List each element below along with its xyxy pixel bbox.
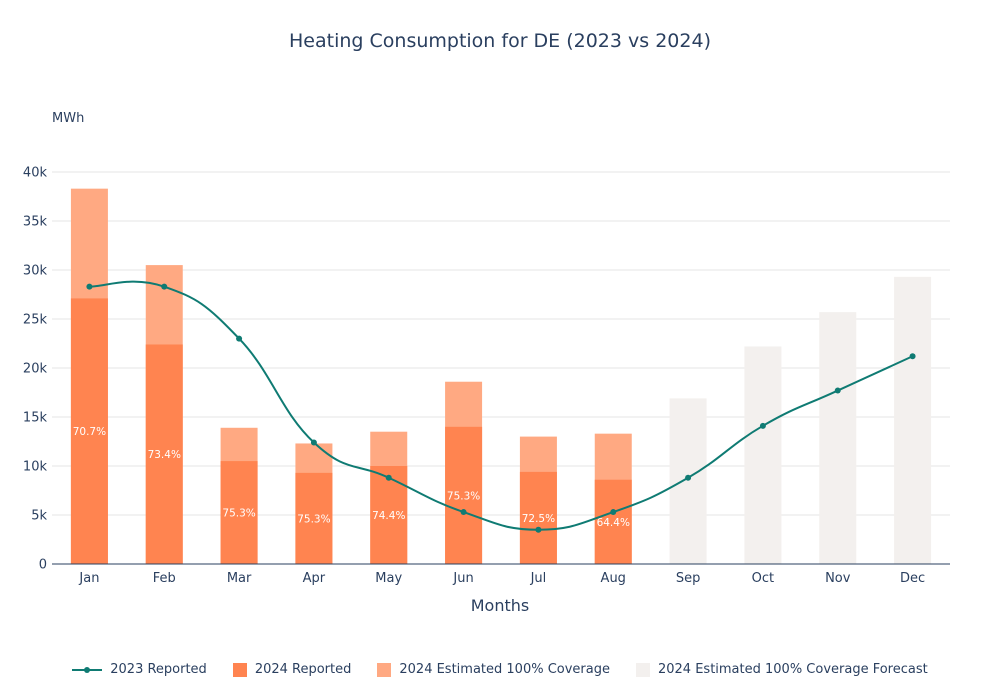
x-axis-title: Months <box>470 596 530 615</box>
bar-reported <box>70 298 108 564</box>
y-tick-label: 30k <box>23 264 48 279</box>
bar-reported <box>445 426 483 564</box>
x-tick-label: Jan <box>78 571 99 586</box>
bar-reported <box>145 344 183 564</box>
bar-reported <box>295 472 333 564</box>
coverage-label: 72.5% <box>522 513 555 525</box>
legend-label: 2024 Reported <box>254 662 352 677</box>
coverage-label: 70.7% <box>73 426 106 438</box>
line-point <box>385 474 392 481</box>
line-point <box>909 353 916 360</box>
bar-reported <box>594 479 632 564</box>
bar-reported <box>370 466 408 564</box>
x-tick-label: Mar <box>227 571 252 586</box>
y-tick-label: 40k <box>23 166 48 181</box>
line-point <box>161 283 168 290</box>
legend-item-2024-forecast[interactable]: 2024 Estimated 100% Coverage Forecast <box>635 662 928 677</box>
legend-label: 2024 Estimated 100% Coverage <box>399 662 610 677</box>
legend-line-swatch <box>72 666 103 673</box>
y-tick-label: 0 <box>39 558 47 573</box>
coverage-label: 75.3% <box>447 490 480 502</box>
y-tick-label: 20k <box>23 362 48 377</box>
legend-item-2023-reported[interactable]: 2023 Reported <box>72 662 207 677</box>
x-tick-label: Feb <box>153 571 176 586</box>
legend-label: 2024 Estimated 100% Coverage Forecast <box>657 662 928 677</box>
y-axis-label: MWh <box>52 111 85 126</box>
line-series <box>86 280 916 533</box>
y-tick-label: 25k <box>23 313 48 328</box>
legend: 2023 Reported 2024 Reported 2024 Estimat… <box>0 662 1000 677</box>
bar-forecast <box>819 312 857 564</box>
coverage-label: 75.3% <box>222 508 255 520</box>
x-tick-label: Aug <box>601 571 626 586</box>
coverage-label: 64.4% <box>597 517 630 529</box>
coverage-label: 75.3% <box>297 513 330 525</box>
x-axis: Jan Feb Mar Apr May Jun Jul Aug Sep Oct Nov Dec <box>52 563 950 586</box>
x-tick-label: Apr <box>303 571 326 586</box>
bar-reported <box>220 461 258 564</box>
line-point <box>759 422 766 429</box>
bar-labels: 70.7% 73.4% 75.3% 75.3% 74.4% 75.3% 72.5% 64.4% <box>73 426 630 529</box>
chart-title: Heating Consumption for DE (2023 vs 2024… <box>289 30 711 52</box>
line-point <box>460 509 467 516</box>
line-point <box>610 509 617 516</box>
bar-forecast <box>744 346 782 564</box>
y-tick-label: 10k <box>23 460 48 475</box>
y-tick-label: 15k <box>23 411 48 426</box>
x-tick-label: Jul <box>530 571 547 586</box>
line-point <box>310 439 317 446</box>
line-point <box>86 283 93 290</box>
bar-forecast <box>669 398 707 564</box>
legend-swatch <box>635 662 650 677</box>
x-tick-label: Oct <box>752 571 774 586</box>
x-tick-label: May <box>375 571 402 586</box>
legend-item-2024-reported[interactable]: 2024 Reported <box>232 662 352 677</box>
legend-item-2024-estimated[interactable]: 2024 Estimated 100% Coverage <box>377 662 610 677</box>
legend-swatch <box>232 662 247 677</box>
x-tick-label: Jun <box>452 571 473 586</box>
legend-swatch <box>377 662 392 677</box>
line-point <box>834 387 841 394</box>
legend-label: 2023 Reported <box>110 662 207 677</box>
x-tick-label: Dec <box>900 571 925 586</box>
coverage-label: 74.4% <box>372 510 405 522</box>
y-axis-ticks: 0 5k 10k 15k 20k 25k 30k 35k 40k <box>23 166 48 573</box>
grid-lines <box>52 171 950 516</box>
line-point <box>685 474 692 481</box>
x-tick-label: Sep <box>676 571 701 586</box>
coverage-label: 73.4% <box>148 449 181 461</box>
line-point <box>236 335 243 342</box>
bar-forecast <box>894 276 932 564</box>
y-tick-label: 35k <box>23 215 48 230</box>
y-tick-label: 5k <box>31 509 47 524</box>
line-point <box>535 526 542 533</box>
x-tick-label: Nov <box>825 571 851 586</box>
bar-reported <box>519 471 557 564</box>
bars <box>70 188 932 564</box>
